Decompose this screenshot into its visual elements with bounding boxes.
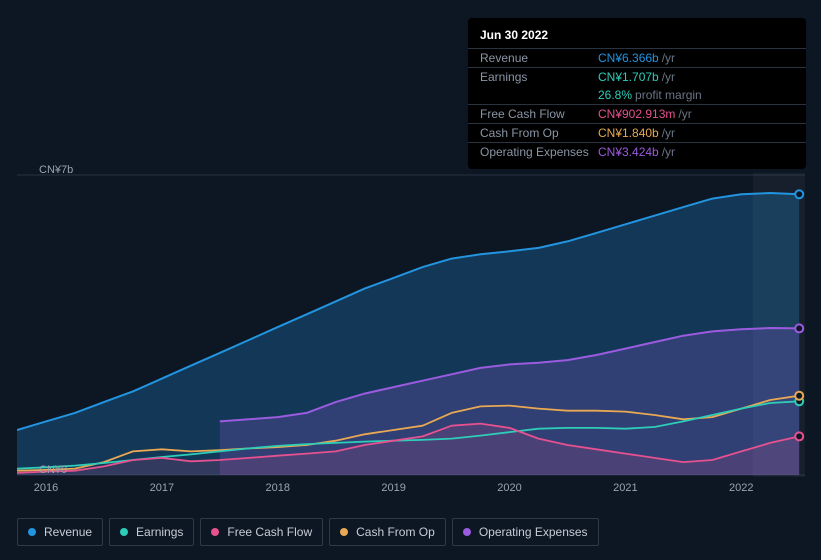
tooltip-row-suffix: /yr [678,107,691,121]
x-axis-tick: 2017 [150,482,174,494]
x-axis-tick: 2021 [613,482,637,494]
legend-item[interactable]: Free Cash Flow [200,518,323,546]
legend-item[interactable]: Operating Expenses [452,518,599,546]
legend-swatch [120,528,128,536]
legend-swatch [28,528,36,536]
hover-tooltip: Jun 30 2022 RevenueCN¥6.366b/yrEarningsC… [468,18,806,169]
legend-label: Free Cash Flow [227,525,312,539]
legend-label: Revenue [44,525,92,539]
tooltip-row: Free Cash FlowCN¥902.913m/yr [468,104,806,123]
tooltip-date: Jun 30 2022 [468,26,806,48]
tooltip-row-label: Free Cash Flow [480,107,598,121]
tooltip-row-suffix: /yr [662,145,675,159]
x-axis-tick: 2019 [381,482,405,494]
tooltip-row-value: CN¥1.840b [598,126,659,140]
legend-item[interactable]: Earnings [109,518,194,546]
tooltip-row-value: CN¥6.366b [598,51,659,65]
tooltip-row-label: Revenue [480,51,598,65]
x-axis-tick: 2016 [34,482,58,494]
x-axis-tick: 2022 [729,482,753,494]
y-axis-top-label: CN¥7b [39,164,73,176]
tooltip-row-value: CN¥1.707b [598,70,659,84]
tooltip-row-value: CN¥902.913m [598,107,675,121]
tooltip-row-suffix: /yr [662,51,675,65]
legend-label: Operating Expenses [479,525,588,539]
chart-legend: Revenue Earnings Free Cash Flow Cash From O… [17,518,599,546]
tooltip-row-label: Operating Expenses [480,145,598,159]
tooltip-row-label: Earnings [480,70,598,84]
legend-item[interactable]: Revenue [17,518,103,546]
tooltip-row-suffix: /yr [662,126,675,140]
tooltip-row-suffix: profit margin [635,88,702,102]
tooltip-row-label: Cash From Op [480,126,598,140]
legend-label: Cash From Op [356,525,435,539]
legend-swatch [340,528,348,536]
tooltip-row-value: CN¥3.424b [598,145,659,159]
tooltip-row: Operating ExpensesCN¥3.424b/yr [468,142,806,161]
legend-swatch [211,528,219,536]
x-axis-tick: 2018 [265,482,289,494]
tooltip-row: 26.8%profit margin [468,86,806,104]
legend-swatch [463,528,471,536]
tooltip-row-label [480,88,598,102]
tooltip-row: Cash From OpCN¥1.840b/yr [468,123,806,142]
x-axis: 2016 2017 2018 2019 2020 2021 2022 [17,482,805,502]
legend-label: Earnings [136,525,183,539]
tooltip-row: RevenueCN¥6.366b/yr [468,48,806,67]
financials-chart[interactable]: CN¥7b CN¥0 [17,160,805,500]
tooltip-row-value: 26.8% [598,88,632,102]
x-axis-tick: 2020 [497,482,521,494]
tooltip-row: EarningsCN¥1.707b/yr [468,67,806,86]
tooltip-row-suffix: /yr [662,70,675,84]
y-axis-bottom-label: CN¥0 [39,464,67,476]
legend-item[interactable]: Cash From Op [329,518,446,546]
